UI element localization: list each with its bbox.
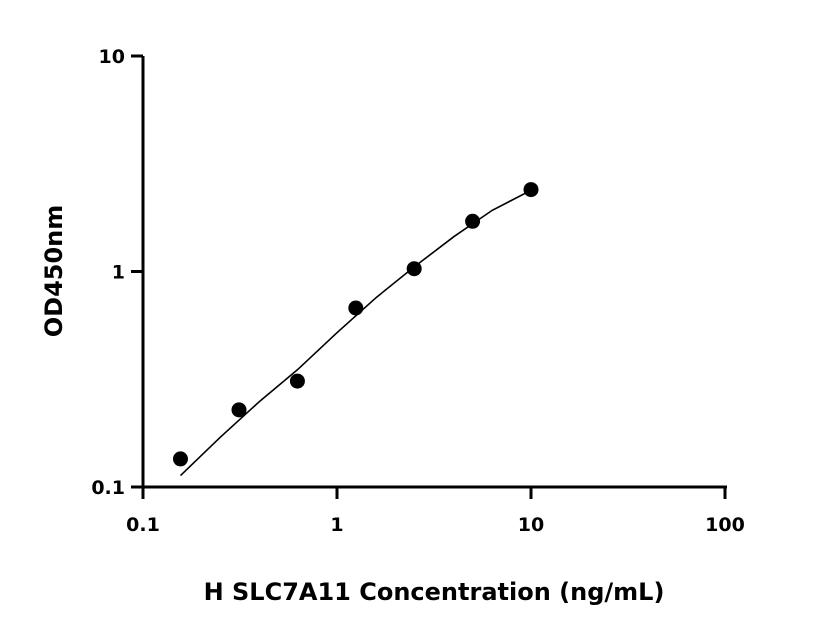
data-point	[348, 300, 364, 316]
x-tick-label: 100	[705, 514, 745, 536]
y-axis-label: OD450nm	[40, 205, 68, 338]
x-tick-label: 10	[518, 514, 544, 536]
axes: 0.1 1 10 100 0.1 1 10	[91, 46, 745, 536]
x-tick-label: 1	[330, 514, 343, 536]
data-points	[172, 182, 539, 467]
x-tick-label: 0.1	[126, 514, 160, 536]
fit-curve	[179, 189, 532, 477]
data-point	[406, 261, 422, 277]
fit-curve-group	[179, 189, 532, 477]
data-point	[523, 182, 539, 198]
y-tick-label: 10	[99, 46, 125, 68]
data-point	[465, 213, 481, 229]
data-point	[172, 451, 188, 467]
data-point	[289, 373, 305, 389]
data-point	[231, 402, 247, 418]
x-axis-label: H SLC7A11 Concentration (ng/mL)	[204, 578, 665, 606]
y-tick-label: 1	[112, 262, 125, 284]
y-tick-label: 0.1	[91, 477, 125, 499]
